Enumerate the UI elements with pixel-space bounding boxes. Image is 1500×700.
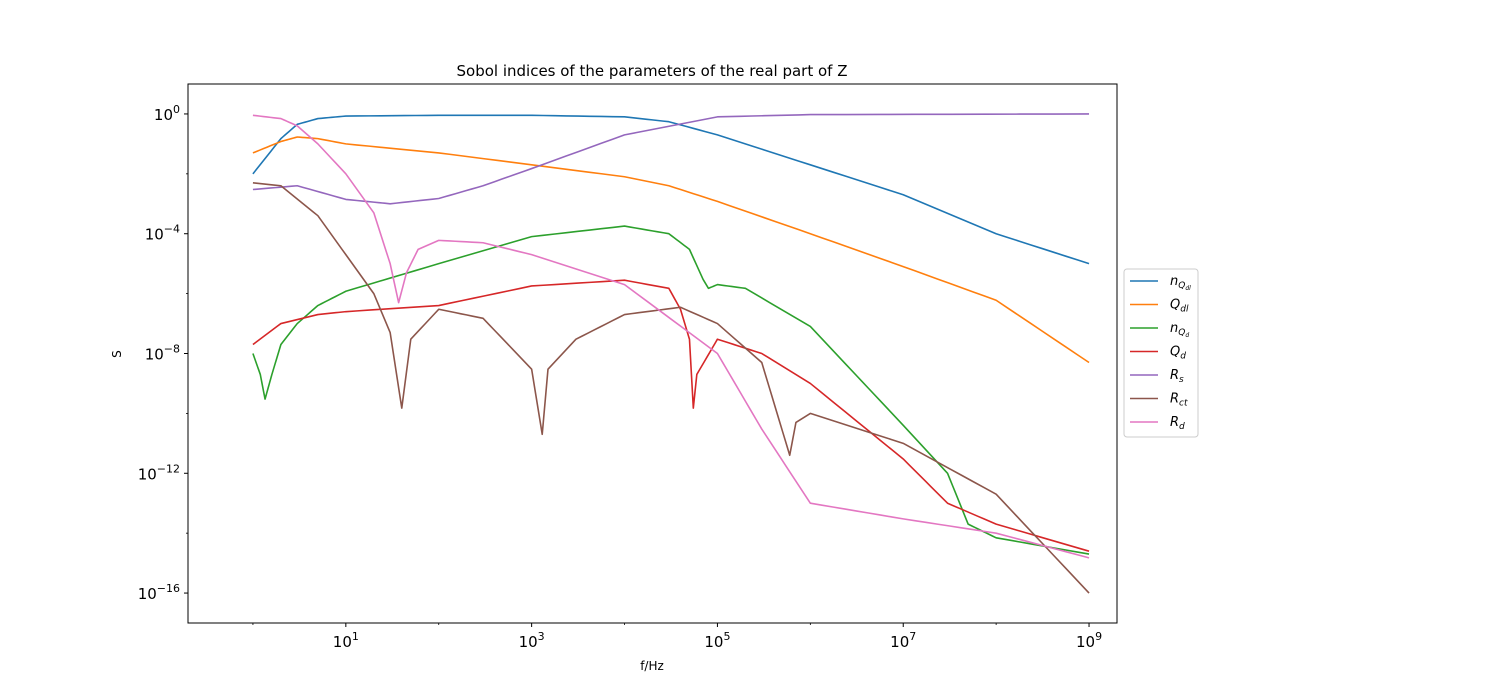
series-line-Rs <box>252 113 1090 205</box>
y-tick-label: 10−8 <box>145 343 180 364</box>
series-line-Rd <box>252 114 1090 559</box>
series-line-nQd <box>252 225 1090 555</box>
plot-frame <box>187 83 1118 624</box>
series-line-Qd <box>252 279 1090 552</box>
y-tick-label: 100 <box>154 103 180 124</box>
legend: nQdl Qdl nQd Qd Rs Rct Rd <box>1123 268 1199 438</box>
y-tick-label: 10−12 <box>138 462 180 483</box>
y-tick-label: 10−16 <box>138 582 180 603</box>
legend-label-Rct: Rct <box>1170 392 1188 409</box>
legend-box <box>1123 268 1199 438</box>
legend-label-Qd: Qd <box>1170 345 1186 362</box>
y-axis: 100 10−4 10−8 10−12 10−16 <box>138 103 188 603</box>
x-tick-label: 107 <box>890 630 916 651</box>
y-tick-label: 10−4 <box>145 223 180 244</box>
y-axis-label: S <box>110 350 124 358</box>
x-tick-label: 103 <box>519 630 545 651</box>
x-axis: 101 103 105 107 109 <box>252 623 1102 651</box>
x-tick-label: 105 <box>704 630 730 651</box>
legend-label-Rd: Rd <box>1170 415 1185 432</box>
legend-label-Qdl: Qdl <box>1170 298 1189 315</box>
legend-label-Rs: Rs <box>1170 368 1184 385</box>
series-line-nQdl <box>252 114 1090 265</box>
series-layer <box>252 113 1090 594</box>
x-axis-label: f/Hz <box>640 659 664 673</box>
legend-label-nQd: nQd <box>1170 321 1189 339</box>
legend-label-nQdl: nQdl <box>1170 274 1191 292</box>
series-line-Qdl <box>252 136 1090 364</box>
series-line-Rct <box>252 182 1090 594</box>
x-tick-label: 109 <box>1076 630 1102 651</box>
x-tick-label: 101 <box>333 630 359 651</box>
chart-title: Sobol indices of the parameters of the r… <box>457 62 848 80</box>
